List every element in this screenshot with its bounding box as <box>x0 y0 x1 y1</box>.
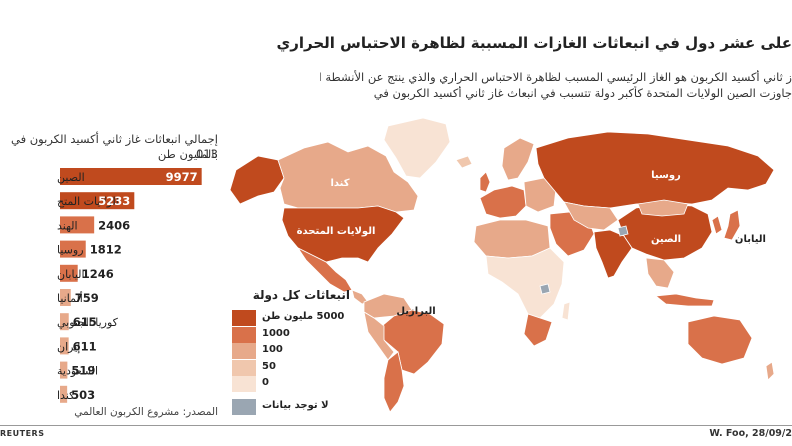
bar-value-label: 615 <box>73 315 97 329</box>
map-central-africa <box>485 247 565 319</box>
map-southern-cone <box>383 351 405 413</box>
legend-label: 5000 مليون طن <box>262 311 345 322</box>
legend-item: لا توجد بيانات <box>232 398 352 415</box>
map-label-brazil: البرازيل <box>396 306 435 317</box>
bar-chart-subtitle: بالمليون طن <box>157 147 218 161</box>
bar-category-label: روسيا <box>57 244 84 257</box>
bar <box>60 337 69 355</box>
map-label-russia: روسيا <box>651 170 681 181</box>
map-no-data-region <box>617 225 629 237</box>
map-madagascar <box>561 301 571 321</box>
map-usa <box>281 205 405 263</box>
bar <box>60 385 68 403</box>
intro-line-1: ز ثاني أكسيد الكربون هو الغاز الرئيسي ال… <box>320 70 792 84</box>
legend-swatch <box>232 376 256 392</box>
map-uk <box>479 171 491 193</box>
map-mongolia <box>637 199 689 217</box>
bar-category-label: إيران <box>57 340 80 353</box>
agency-logo: REUTERS <box>0 429 45 438</box>
bar-value-label: 759 <box>75 291 99 305</box>
bar-value-label: 9977 <box>166 170 198 184</box>
map-scandinavia <box>501 137 535 181</box>
legend-item: 5000 مليون طن <box>232 310 352 326</box>
credit-line: W. Foo, 28/09/2 <box>709 428 792 439</box>
map-russia <box>535 131 775 209</box>
bar-category-label: الولايات المتح <box>57 195 119 208</box>
legend-label: 100 <box>262 344 283 355</box>
legend-item: 50 <box>232 359 352 376</box>
bar-value-label: 1246 <box>82 267 114 281</box>
legend-swatch <box>232 326 256 343</box>
bar-category-label: السعودية <box>57 365 98 378</box>
map-japan <box>723 209 741 241</box>
bar <box>60 313 69 331</box>
bar-category-label: كندا <box>57 389 75 402</box>
map-no-data-region-2 <box>539 283 551 295</box>
bar <box>60 264 78 282</box>
bar-value-label: 5233 <box>98 194 130 208</box>
source-note: المصدر: مشروع الكربون العالمي <box>74 406 218 418</box>
map-greenland <box>383 117 451 179</box>
legend-label: لا توجد بيانات <box>262 399 329 411</box>
legend-item: 100 <box>232 343 352 359</box>
map-andes <box>363 311 395 361</box>
map-label-japan: اليابان <box>735 234 766 245</box>
legend-label: 0 <box>262 377 269 388</box>
legend-title: انبعاثات كل دولة <box>252 288 350 302</box>
bar <box>60 192 135 210</box>
bar <box>60 361 68 379</box>
map-label-canada: كندا <box>330 178 349 189</box>
map-north-africa <box>473 219 551 259</box>
legend-label: 1000 <box>262 327 290 339</box>
map-india <box>593 229 633 279</box>
map-canada <box>277 141 419 213</box>
map-alaska <box>229 155 285 205</box>
bar-category-label: ألمانيا <box>57 291 83 305</box>
footer-divider <box>0 425 792 426</box>
legend-swatch <box>232 398 256 415</box>
intro-line-2: جاوزت الصين الولايات المتحدة كأكبر دولة … <box>370 86 792 100</box>
legend-item: 1000 <box>232 326 352 343</box>
bar-category-label: الهند <box>57 219 78 232</box>
legend-label: 50 <box>262 360 276 372</box>
bar-value-label: 519 <box>71 364 95 378</box>
map-south-africa <box>523 313 553 347</box>
bar <box>60 240 86 258</box>
legend-item: 0 <box>232 376 352 392</box>
map-label-china: الصين <box>651 234 681 245</box>
bar <box>60 289 71 306</box>
world-map: كندا الولايات المتحدة البرازيل روسيا الص… <box>229 117 775 413</box>
page-title: على عشر دول في انبعاثات الغازات المسببة … <box>276 34 792 52</box>
bar-value-label: 1812 <box>90 243 122 257</box>
map-new-zealand <box>765 361 775 381</box>
bar-value-label: 2406 <box>98 218 130 232</box>
map-southeast-asia <box>645 257 675 289</box>
bar-chart-title: إجمالي انبعاثات غاز ثاني أكسيد الكربون ف… <box>11 132 218 161</box>
legend-swatch <box>232 343 256 359</box>
bar <box>60 168 202 185</box>
bar <box>60 216 95 234</box>
bar-category-label: اليابان <box>57 268 85 281</box>
map-australia <box>687 315 753 365</box>
map-korea <box>711 215 723 235</box>
bar-category-label: الصين <box>57 171 85 184</box>
map-indonesia <box>654 293 715 307</box>
bar-value-label: 611 <box>73 339 97 353</box>
legend-swatch <box>232 359 256 376</box>
map-iceland <box>455 155 473 169</box>
map-central-asia <box>563 201 619 231</box>
bar-value-label: 503 <box>71 388 95 402</box>
legend-swatch <box>232 310 256 326</box>
map-label-usa: الولايات المتحدة <box>297 226 376 237</box>
bar-category-label: كوريا الجنوبي <box>57 316 119 329</box>
